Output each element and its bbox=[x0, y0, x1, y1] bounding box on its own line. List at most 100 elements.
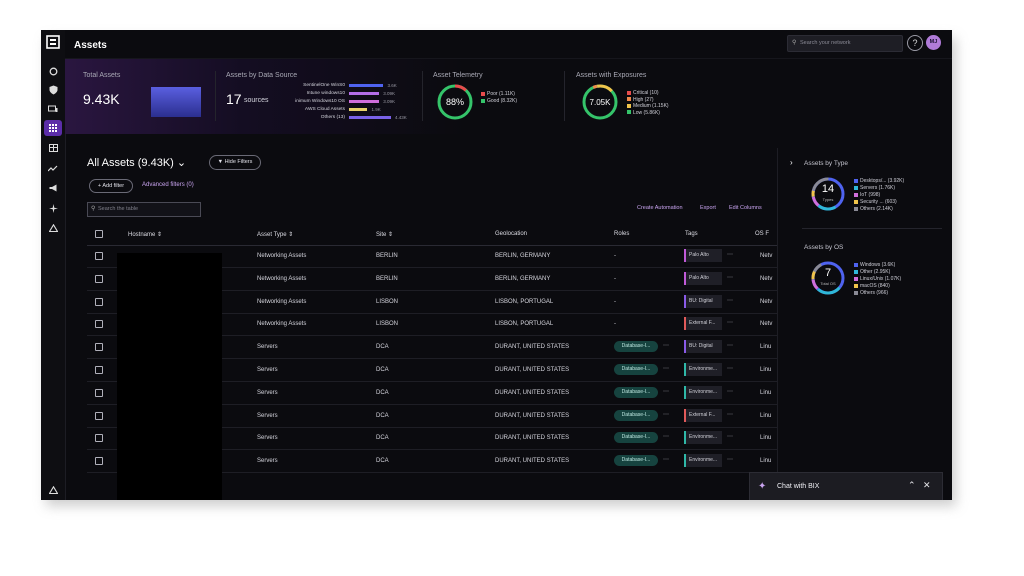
more-icon[interactable]: ⋯ bbox=[727, 343, 733, 350]
table-row[interactable]: Networking Assets BERLIN BERLIN, GERMANY - P… bbox=[87, 245, 777, 268]
more-icon[interactable]: ⋯ bbox=[663, 388, 669, 395]
tag-chip[interactable]: BU: Digital bbox=[684, 294, 722, 308]
devices-icon[interactable] bbox=[45, 101, 61, 117]
all-assets-title[interactable]: All Assets (9.43K) ⌄ bbox=[87, 156, 186, 169]
row-checkbox[interactable] bbox=[95, 343, 103, 352]
table-row[interactable]: Servers DCA DURANT, UNITED STATES Database-… bbox=[87, 427, 777, 451]
role-pill[interactable]: Database-I... bbox=[614, 409, 658, 421]
more-icon[interactable]: ⋯ bbox=[727, 434, 733, 441]
table-row[interactable]: Servers DCA DURANT, UNITED STATES Database-… bbox=[87, 382, 777, 405]
table-row[interactable]: Servers DCA DURANT, UNITED STATES Database-… bbox=[87, 405, 777, 428]
more-icon[interactable]: ⋯ bbox=[663, 434, 669, 441]
role-pill[interactable]: Database-I... bbox=[614, 364, 658, 375]
row-checkbox[interactable] bbox=[95, 297, 103, 306]
table-row[interactable]: Servers DCA DURANT, UNITED STATES Database-… bbox=[87, 336, 777, 360]
legend-swatch bbox=[854, 290, 858, 295]
help-button[interactable]: ? bbox=[907, 35, 923, 51]
global-search-input[interactable]: ⚲ Search your network bbox=[787, 35, 903, 52]
tag-chip[interactable]: Environme... bbox=[684, 363, 722, 376]
row-checkbox[interactable] bbox=[95, 252, 103, 260]
megaphone-icon[interactable] bbox=[45, 180, 61, 196]
row-checkbox[interactable] bbox=[95, 366, 103, 374]
asset-type-cell: Servers bbox=[257, 412, 278, 419]
row-checkbox[interactable] bbox=[95, 411, 103, 420]
table-row[interactable]: Networking Assets LISBON LISBON, PORTUGAL -… bbox=[87, 313, 777, 337]
tag-chip[interactable]: External F... bbox=[684, 408, 722, 422]
table-row[interactable]: Networking Assets LISBON LISBON, PORTUGAL -… bbox=[87, 291, 777, 314]
logo-icon[interactable] bbox=[45, 34, 61, 50]
data-source-bar bbox=[349, 92, 380, 95]
sparkle-icon[interactable] bbox=[45, 200, 61, 216]
table-row[interactable]: Networking Assets BERLIN BERLIN, GERMANY - P… bbox=[87, 268, 777, 291]
legend-swatch bbox=[854, 276, 858, 281]
data-source-value: 3.09K bbox=[383, 99, 395, 104]
tag-chip[interactable]: Palo Alto bbox=[684, 271, 722, 285]
tag-label: Environme... bbox=[689, 434, 718, 441]
hide-filters-button[interactable]: ▼ Hide Filters bbox=[209, 155, 261, 170]
table-row[interactable]: Servers DCA DURANT, UNITED STATES Database-… bbox=[87, 450, 777, 474]
chevron-up-icon[interactable]: ⌃ bbox=[908, 480, 916, 490]
trend-icon[interactable] bbox=[45, 160, 61, 176]
legend-swatch bbox=[627, 103, 631, 108]
tag-chip[interactable]: External F... bbox=[684, 317, 722, 331]
row-checkbox[interactable] bbox=[95, 388, 103, 397]
avatar[interactable]: MJ bbox=[926, 35, 941, 50]
row-checkbox[interactable] bbox=[95, 457, 103, 466]
advanced-filters-link[interactable]: Advanced filters (0) bbox=[142, 182, 194, 188]
telemetry-donut bbox=[437, 84, 473, 120]
col-site[interactable]: Site ⇕ bbox=[376, 231, 393, 238]
table-search-input[interactable]: ⚲ Search the table bbox=[87, 202, 201, 217]
more-icon[interactable]: ⋯ bbox=[727, 274, 733, 281]
tag-chip[interactable]: Palo Alto bbox=[684, 249, 722, 262]
row-checkbox[interactable] bbox=[95, 320, 103, 329]
tag-chip[interactable]: Environme... bbox=[684, 431, 722, 445]
more-icon[interactable]: ⋯ bbox=[727, 252, 733, 258]
site-cell: BERLIN bbox=[376, 253, 398, 259]
collapse-panel-icon[interactable]: › bbox=[790, 158, 793, 167]
more-icon[interactable]: ⋯ bbox=[727, 411, 733, 418]
role-pill[interactable]: Database-I... bbox=[614, 341, 658, 353]
row-checkbox[interactable] bbox=[95, 274, 103, 283]
close-icon[interactable]: ✕ bbox=[923, 480, 931, 490]
shield-icon[interactable] bbox=[45, 82, 61, 98]
assets-grid-icon[interactable] bbox=[44, 120, 62, 136]
tag-chip[interactable]: Environme... bbox=[684, 385, 722, 399]
select-all-checkbox[interactable] bbox=[95, 230, 103, 238]
chat-widget[interactable]: ✦ Chat with BIX ⌃ ✕ bbox=[749, 472, 943, 500]
add-filter-button[interactable]: + Add filter bbox=[89, 179, 133, 193]
tag-chip[interactable]: BU: Digital bbox=[684, 340, 722, 354]
tag-color-bar bbox=[684, 363, 686, 376]
role-pill[interactable]: Database-I... bbox=[614, 455, 658, 467]
edit-columns-link[interactable]: Edit Columns bbox=[729, 205, 762, 211]
col-hostname[interactable]: Hostname ⇕ bbox=[128, 231, 162, 238]
role-pill[interactable]: Database-I... bbox=[614, 432, 658, 444]
export-link[interactable]: Export bbox=[700, 205, 716, 211]
col-geolocation[interactable]: Geolocation bbox=[495, 231, 528, 237]
more-icon[interactable]: ⋯ bbox=[663, 411, 669, 418]
legend-item: Linux/Unix (1.07K) bbox=[854, 276, 901, 282]
more-icon[interactable]: ⋯ bbox=[663, 457, 669, 464]
more-icon[interactable]: ⋯ bbox=[727, 388, 733, 395]
more-icon[interactable]: ⋯ bbox=[663, 366, 669, 372]
col-os[interactable]: OS F bbox=[755, 231, 770, 237]
more-icon[interactable]: ⋯ bbox=[727, 457, 733, 464]
more-icon[interactable]: ⋯ bbox=[727, 366, 733, 372]
role-pill[interactable]: Database-I... bbox=[614, 386, 658, 398]
sidebar bbox=[41, 30, 66, 500]
table-icon[interactable] bbox=[45, 140, 61, 156]
asset-type-cell: Networking Assets bbox=[257, 275, 307, 282]
col-asset-type[interactable]: Asset Type ⇕ bbox=[257, 231, 293, 238]
col-roles[interactable]: Roles bbox=[614, 231, 630, 237]
more-icon[interactable]: ⋯ bbox=[663, 343, 669, 350]
more-icon[interactable]: ⋯ bbox=[727, 297, 733, 304]
by-type-sub: Types bbox=[822, 197, 834, 202]
create-automation-link[interactable]: Create Automation bbox=[637, 205, 683, 211]
col-tags[interactable]: Tags bbox=[685, 231, 698, 237]
triangle-bottom-icon[interactable] bbox=[45, 482, 61, 498]
circle-icon[interactable] bbox=[45, 63, 61, 79]
triangle-icon[interactable] bbox=[45, 220, 61, 236]
table-row[interactable]: Servers DCA DURANT, UNITED STATES Database-… bbox=[87, 359, 777, 382]
more-icon[interactable]: ⋯ bbox=[727, 320, 733, 327]
tag-chip[interactable]: Environme... bbox=[684, 454, 722, 468]
row-checkbox[interactable] bbox=[95, 434, 103, 443]
